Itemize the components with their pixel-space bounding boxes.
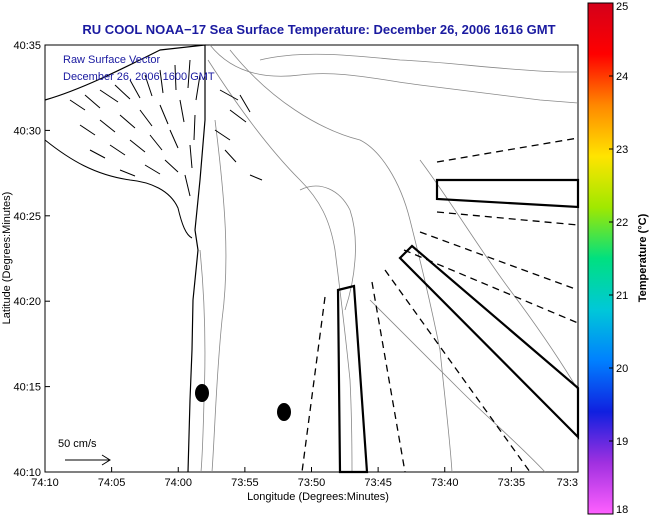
current-vector	[249, 174, 263, 181]
current-vector	[109, 144, 126, 156]
depth-contour	[209, 44, 579, 104]
depth-contour	[207, 59, 353, 473]
current-vector	[189, 144, 193, 169]
sample-box-south	[336, 284, 369, 474]
current-vector	[164, 159, 179, 173]
current-vector	[129, 139, 146, 153]
colorbar-tick-label: 24	[616, 71, 628, 83]
overlay-line-1: Raw Surface Vector	[63, 54, 161, 66]
dashed-line	[371, 281, 406, 473]
colorbar	[587, 2, 614, 515]
x-tick-label: 74:05	[98, 477, 126, 489]
current-vector	[187, 59, 191, 89]
current-vector	[144, 74, 153, 97]
overlay-line-2: December 26, 2006 1600 GMT	[63, 71, 215, 83]
bay-shore	[44, 139, 193, 239]
sample-box-east	[435, 178, 580, 209]
current-vector	[224, 149, 237, 163]
current-vector	[184, 174, 191, 197]
depth-contour	[229, 49, 453, 473]
map-area: 50 cm/s Raw Surface Vector December 26, …	[44, 44, 580, 474]
colorbar-tick-label: 22	[616, 217, 628, 229]
y-tick-label: 40:20	[13, 296, 41, 308]
current-vector	[119, 169, 136, 177]
colorbar-tick-label: 19	[616, 436, 628, 448]
current-vector	[149, 134, 163, 151]
current-vector	[214, 129, 231, 141]
current-vector	[159, 104, 169, 125]
y-tick-label: 40:15	[13, 382, 41, 394]
depth-contour	[211, 119, 227, 473]
current-vector	[229, 109, 247, 123]
current-vector	[195, 74, 201, 101]
depth-contour	[419, 159, 579, 391]
x-tick-label: 73:45	[364, 477, 392, 489]
current-vector	[193, 114, 196, 141]
y-axis-title: Latitude (Degrees:Minutes)	[1, 192, 13, 325]
scale-arrowhead	[101, 454, 111, 466]
dashed-line	[384, 269, 531, 473]
depth-contour	[299, 185, 356, 311]
x-tick-label: 73:40	[431, 477, 459, 489]
plot-title: RU COOL NOAA−17 Sea Surface Temperature:…	[82, 22, 555, 37]
current-vector	[159, 69, 164, 94]
plot-frame	[44, 44, 579, 473]
y-tick-label: 40:10	[13, 467, 41, 479]
current-vector	[139, 109, 153, 127]
current-vector	[144, 164, 161, 175]
current-vector	[79, 124, 96, 136]
dashed-line	[301, 296, 326, 473]
current-vectors	[69, 59, 263, 197]
y-tick-label: 40:30	[13, 125, 41, 137]
current-vector	[69, 99, 86, 111]
current-vector	[89, 149, 106, 159]
x-tick-label: 74:10	[31, 477, 59, 489]
colorbar-tick-label: 25	[616, 1, 628, 13]
x-axis: 74:10 74:05 74:00 73:55 73:50 73:45 73:40 73:35…	[31, 467, 579, 489]
station-marker	[195, 384, 209, 402]
depth-contour	[369, 299, 546, 473]
colorbar-tick-label: 20	[616, 363, 628, 375]
current-vector	[219, 89, 239, 101]
x-tick-label: 73:50	[298, 477, 326, 489]
current-vector	[239, 94, 251, 113]
colorbar-tick-label: 23	[616, 144, 628, 156]
y-tick-label: 40:25	[13, 211, 41, 223]
x-tick-label: 73:3	[557, 477, 578, 489]
current-vector	[99, 119, 116, 133]
dashed-line	[419, 231, 579, 291]
current-vector	[114, 84, 131, 100]
dashed-line	[403, 249, 579, 324]
current-vector	[169, 129, 179, 149]
colorbar-tick-label: 21	[616, 290, 628, 302]
current-vector	[99, 89, 119, 103]
x-axis-title: Longitude (Degrees:Minutes)	[247, 491, 389, 503]
colorbar-ticks: 25 24 23 22 21 20 19 18	[609, 1, 628, 516]
current-vector	[119, 114, 136, 129]
current-vector	[84, 94, 101, 109]
x-tick-label: 74:00	[164, 477, 192, 489]
colorbar-tick-label: 18	[616, 504, 628, 516]
sample-box-southeast	[398, 244, 580, 440]
current-vector	[129, 79, 141, 99]
x-tick-label: 73:35	[498, 477, 526, 489]
scale-label: 50 cm/s	[58, 438, 97, 450]
current-vector	[179, 99, 185, 123]
y-tick-label: 40:35	[13, 40, 41, 52]
dashed-lines	[301, 137, 579, 473]
current-vector	[174, 64, 177, 91]
y-axis: 40:10 40:15 40:20 40:25 40:30 40:35	[13, 40, 50, 479]
x-tick-label: 73:55	[231, 477, 259, 489]
colorbar-title: Temperature (°C)	[637, 213, 649, 302]
station-marker	[277, 403, 291, 421]
coastline	[44, 44, 206, 473]
depth-contour	[259, 53, 578, 73]
